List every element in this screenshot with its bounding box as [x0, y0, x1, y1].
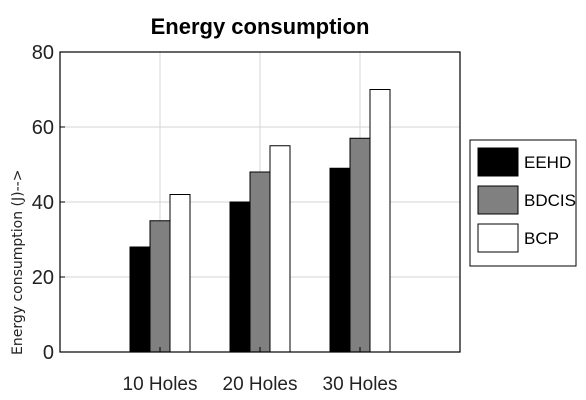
y-tick-label: 60 [32, 117, 54, 139]
legend-swatch-eehd [477, 147, 519, 177]
bars [129, 89, 391, 353]
legend-label-bdcis: BDCIS [524, 191, 576, 210]
bar-eehd-1 [229, 201, 251, 353]
bar-bcp-2 [369, 89, 391, 353]
bar-bcp-0 [169, 194, 191, 353]
x-category-label: 20 Holes [223, 374, 298, 395]
legend-swatch-bdcis [477, 185, 519, 215]
bar-bdcis-1 [249, 171, 271, 353]
legend-swatch-bcp [477, 223, 519, 253]
x-axis-categories: 10 Holes 20 Holes 30 Holes [123, 374, 398, 395]
y-tick-label: 0 [43, 342, 54, 364]
y-tick-label: 40 [32, 192, 54, 214]
bar-bdcis-0 [149, 220, 171, 353]
chart-title: Energy consumption [151, 14, 370, 39]
bar-bdcis-2 [349, 137, 371, 353]
bar-eehd-2 [329, 167, 351, 353]
bar-eehd-0 [129, 246, 151, 353]
x-category-label: 30 Holes [323, 374, 398, 395]
y-axis-label: Energy consumption (J)--> [10, 170, 26, 355]
legend-label-eehd: EEHD [524, 153, 571, 172]
y-axis-ticks: 0 20 40 60 80 [32, 42, 361, 364]
legend: EEHD BDCIS BCP [469, 139, 577, 267]
y-tick-label: 80 [32, 42, 54, 64]
bar-bcp-1 [269, 145, 291, 353]
legend-label-bcp: BCP [524, 229, 559, 248]
x-category-label: 10 Holes [123, 374, 198, 395]
y-tick-label: 20 [32, 267, 54, 289]
